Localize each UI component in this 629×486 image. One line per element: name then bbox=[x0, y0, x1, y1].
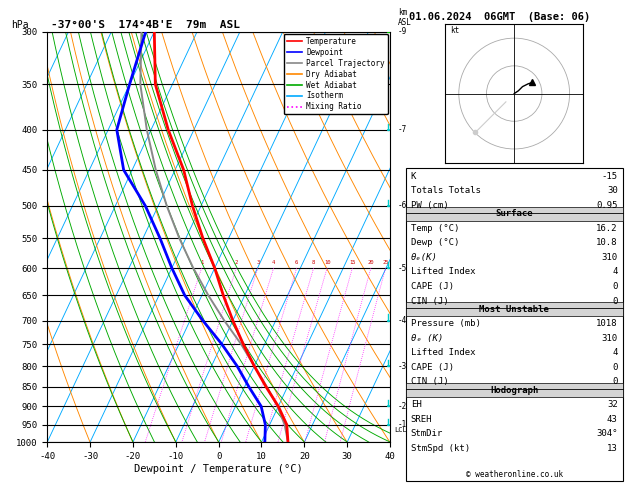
Text: 25: 25 bbox=[382, 260, 389, 265]
Text: 0.95: 0.95 bbox=[596, 201, 618, 210]
Text: Temp (°C): Temp (°C) bbox=[411, 224, 459, 233]
Text: 1018: 1018 bbox=[596, 319, 618, 328]
Text: -5: -5 bbox=[398, 263, 407, 273]
Text: 4: 4 bbox=[612, 348, 618, 357]
X-axis label: Dewpoint / Temperature (°C): Dewpoint / Temperature (°C) bbox=[134, 464, 303, 474]
Text: © weatheronline.co.uk: © weatheronline.co.uk bbox=[465, 469, 563, 479]
Text: 0: 0 bbox=[612, 282, 618, 291]
Text: PW (cm): PW (cm) bbox=[411, 201, 448, 210]
Text: 304°: 304° bbox=[596, 429, 618, 438]
Text: 0: 0 bbox=[612, 363, 618, 372]
Text: 01.06.2024  06GMT  (Base: 06): 01.06.2024 06GMT (Base: 06) bbox=[409, 12, 590, 22]
Text: 8: 8 bbox=[312, 260, 315, 265]
Text: Pressure (mb): Pressure (mb) bbox=[411, 319, 481, 328]
Text: StmDir: StmDir bbox=[411, 429, 443, 438]
Text: 43: 43 bbox=[607, 415, 618, 424]
Text: Dewp (°C): Dewp (°C) bbox=[411, 238, 459, 247]
Text: Surface: Surface bbox=[496, 209, 533, 218]
Text: CIN (J): CIN (J) bbox=[411, 378, 448, 386]
Text: 32: 32 bbox=[607, 400, 618, 409]
Text: 310: 310 bbox=[601, 334, 618, 343]
Text: θₑ(K): θₑ(K) bbox=[411, 253, 438, 262]
Text: -15: -15 bbox=[601, 172, 618, 181]
Text: 0: 0 bbox=[612, 378, 618, 386]
Text: Most Unstable: Most Unstable bbox=[479, 305, 549, 313]
Text: 4: 4 bbox=[612, 267, 618, 277]
Text: CAPE (J): CAPE (J) bbox=[411, 363, 454, 372]
Text: hPa: hPa bbox=[11, 19, 29, 30]
Text: 15: 15 bbox=[349, 260, 355, 265]
Text: 10: 10 bbox=[324, 260, 330, 265]
Text: Mixing Ratio (g/kg): Mixing Ratio (g/kg) bbox=[409, 190, 418, 284]
Text: kt: kt bbox=[450, 26, 460, 35]
Text: θₑ (K): θₑ (K) bbox=[411, 334, 443, 343]
Text: SREH: SREH bbox=[411, 415, 432, 424]
Text: 16.2: 16.2 bbox=[596, 224, 618, 233]
Text: -1: -1 bbox=[398, 420, 407, 429]
Text: -6: -6 bbox=[398, 201, 407, 210]
Text: 1: 1 bbox=[200, 260, 203, 265]
Text: -4: -4 bbox=[398, 316, 407, 325]
Text: 6: 6 bbox=[295, 260, 298, 265]
Text: Lifted Index: Lifted Index bbox=[411, 267, 476, 277]
Text: -7: -7 bbox=[398, 125, 407, 134]
Text: LCL: LCL bbox=[395, 427, 408, 433]
Text: -9: -9 bbox=[398, 27, 407, 36]
Text: StmSpd (kt): StmSpd (kt) bbox=[411, 444, 470, 453]
Text: 310: 310 bbox=[601, 253, 618, 262]
Text: 0: 0 bbox=[612, 296, 618, 306]
Text: EH: EH bbox=[411, 400, 421, 409]
Text: 13: 13 bbox=[607, 444, 618, 453]
Text: 2: 2 bbox=[235, 260, 238, 265]
Legend: Temperature, Dewpoint, Parcel Trajectory, Dry Adiabat, Wet Adiabat, Isotherm, Mi: Temperature, Dewpoint, Parcel Trajectory… bbox=[284, 34, 387, 114]
Text: Lifted Index: Lifted Index bbox=[411, 348, 476, 357]
Text: -37°00'S  174°4B'E  79m  ASL: -37°00'S 174°4B'E 79m ASL bbox=[50, 19, 240, 30]
Text: Totals Totals: Totals Totals bbox=[411, 187, 481, 195]
Text: 4: 4 bbox=[272, 260, 275, 265]
Text: Hodograph: Hodograph bbox=[490, 385, 538, 395]
Text: CIN (J): CIN (J) bbox=[411, 296, 448, 306]
Text: 30: 30 bbox=[607, 187, 618, 195]
Text: K: K bbox=[411, 172, 416, 181]
Text: km
ASL: km ASL bbox=[398, 8, 412, 28]
Text: CAPE (J): CAPE (J) bbox=[411, 282, 454, 291]
Text: -2: -2 bbox=[398, 402, 407, 411]
Text: 10.8: 10.8 bbox=[596, 238, 618, 247]
Text: -3: -3 bbox=[398, 362, 407, 371]
Text: 20: 20 bbox=[367, 260, 374, 265]
Text: 3: 3 bbox=[256, 260, 259, 265]
